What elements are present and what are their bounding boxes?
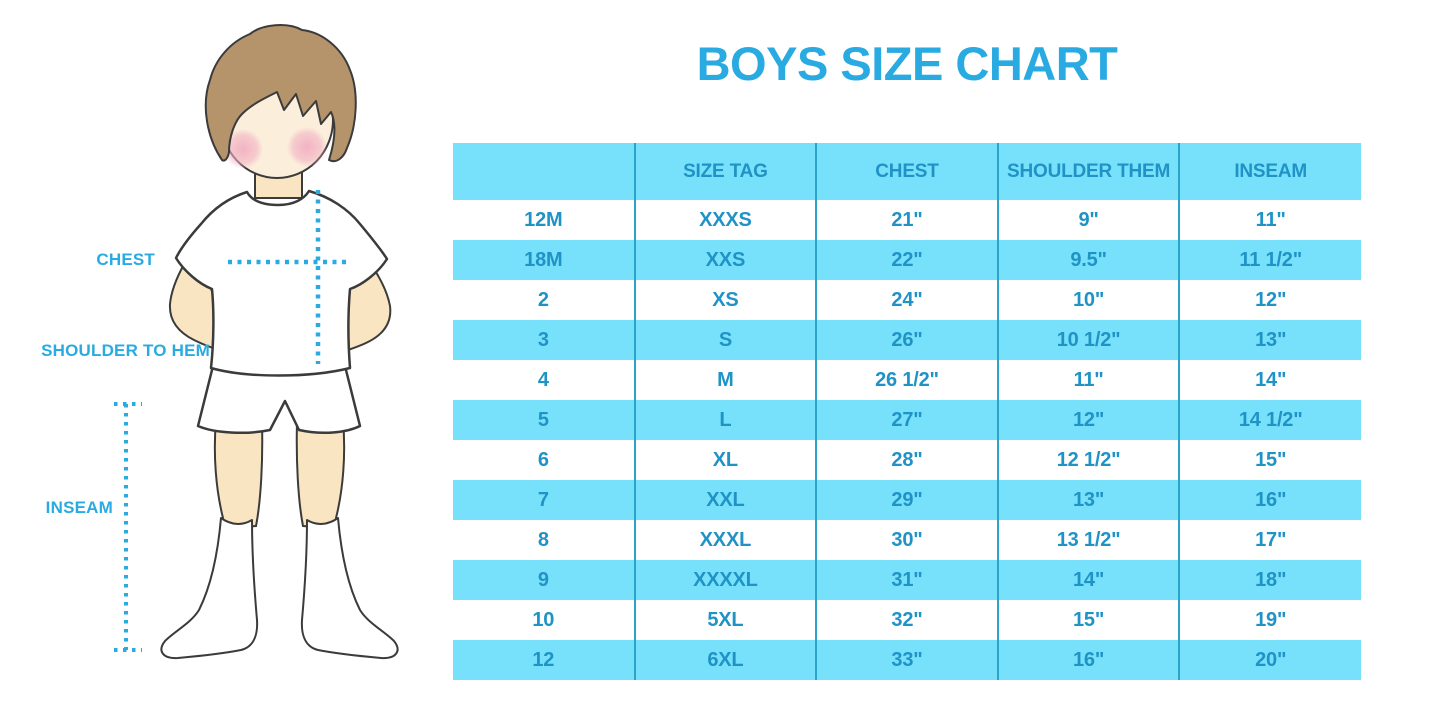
- t-shirt: [174, 189, 389, 377]
- table-cell: 16": [996, 640, 1180, 680]
- table-cell: 26 1/2": [815, 360, 998, 400]
- table-row: 7 XXL 29" 13" 16": [453, 480, 1361, 520]
- table-cell: 2: [537, 288, 549, 311]
- table-cell: 14": [1178, 360, 1361, 400]
- table-cell: XS: [633, 280, 817, 320]
- table-row: 3 S 26" 10 1/2" 13": [453, 320, 1361, 360]
- table-cell: 4: [537, 368, 549, 391]
- left-sock: [160, 517, 259, 660]
- table-row: 5 L 27" 12" 14 1/2": [453, 400, 1361, 440]
- table-cell: 26": [815, 320, 998, 360]
- header-inseam: INSEAM: [1178, 143, 1361, 200]
- boy-illustration: [114, 24, 399, 660]
- right-blush: [287, 127, 327, 167]
- table-cell: 27": [815, 400, 998, 440]
- table-cell: S: [633, 320, 817, 360]
- table-row: 8 XXXL 30" 13 1/2" 17": [453, 520, 1361, 560]
- right-leg: [295, 418, 346, 530]
- table-cell: 10": [996, 280, 1180, 320]
- table-cell: 5XL: [633, 600, 817, 640]
- table-row: 2 XS 24" 10" 12": [453, 280, 1361, 320]
- header-shoulder: SHOULDER THEM: [996, 143, 1180, 200]
- shoulder-to-hem-label: SHOULDER TO HEM: [41, 341, 210, 360]
- table-cell: 12M: [524, 208, 563, 231]
- right-sock: [300, 517, 399, 660]
- table-cell: XXS: [633, 240, 817, 280]
- table-cell: 18M: [524, 248, 563, 271]
- table-cell: 21": [815, 200, 998, 240]
- table-cell: 8: [537, 528, 549, 551]
- table-cell: XXXS: [633, 200, 817, 240]
- table-row: 6 XL 28" 12 1/2" 15": [453, 440, 1361, 480]
- table-cell: 29": [815, 480, 998, 520]
- table-cell: 10 1/2": [996, 320, 1180, 360]
- page-title: BOYS SIZE CHART: [696, 37, 1118, 90]
- table-cell: 13": [1178, 320, 1361, 360]
- table-cell: 18": [1178, 560, 1361, 600]
- left-leg: [213, 418, 264, 530]
- table-row: 12M XXXS 21" 9" 11": [453, 200, 1361, 240]
- table-cell: XXXL: [633, 520, 817, 560]
- table-row: 9 XXXXL 31" 14" 18": [453, 560, 1361, 600]
- table-cell: 9.5": [996, 240, 1180, 280]
- table-cell: XXXXL: [633, 560, 817, 600]
- table-cell: 5: [537, 408, 549, 431]
- table-cell: 13 1/2": [996, 520, 1180, 560]
- table-cell: 12 1/2": [996, 440, 1180, 480]
- table-cell: 6: [537, 448, 549, 471]
- table-cell: 11": [996, 360, 1180, 400]
- chest-label: CHEST: [96, 250, 155, 269]
- table-row: 18M XXS 22" 9.5" 11 1/2": [453, 240, 1361, 280]
- table-cell: 9: [537, 568, 549, 591]
- table-cell: 11": [1178, 200, 1361, 240]
- table-cell: 20": [1178, 640, 1361, 680]
- table-cell: 6XL: [633, 640, 817, 680]
- header-size-tag: SIZE TAG: [633, 143, 817, 200]
- table-row: 4 M 26 1/2" 11" 14": [453, 360, 1361, 400]
- table-cell: 3: [537, 328, 549, 351]
- table-cell: 33": [815, 640, 998, 680]
- table-cell: 22": [815, 240, 998, 280]
- table-cell: 12: [532, 648, 555, 671]
- table-cell: 15": [996, 600, 1180, 640]
- table-cell: 16": [1178, 480, 1361, 520]
- table-cell: 11 1/2": [1178, 240, 1361, 280]
- table-cell: 32": [815, 600, 998, 640]
- hair: [204, 24, 357, 163]
- table-header-row: SIZE TAG CHEST SHOULDER THEM INSEAM: [453, 143, 1361, 200]
- left-blush: [223, 129, 263, 169]
- table-cell: 17": [1178, 520, 1361, 560]
- table-row: 10 5XL 32" 15" 19": [453, 600, 1361, 640]
- table-cell: 12": [1178, 280, 1361, 320]
- table-cell: XL: [633, 440, 817, 480]
- table-cell: L: [633, 400, 817, 440]
- table-cell: 13": [996, 480, 1180, 520]
- table-cell: M: [633, 360, 817, 400]
- header-chest: CHEST: [815, 143, 998, 200]
- table-cell: 24": [815, 280, 998, 320]
- inseam-label: INSEAM: [45, 498, 113, 517]
- table-row: 12 6XL 33" 16" 20": [453, 640, 1361, 680]
- table-cell: 9": [996, 200, 1180, 240]
- header-size: [453, 143, 635, 200]
- table-cell: XXL: [633, 480, 817, 520]
- table-cell: 15": [1178, 440, 1361, 480]
- table-cell: 12": [996, 400, 1180, 440]
- table-cell: 30": [815, 520, 998, 560]
- table-cell: 31": [815, 560, 998, 600]
- table-cell: 19": [1178, 600, 1361, 640]
- table-cell: 7: [537, 488, 549, 511]
- table-cell: 14 1/2": [1178, 400, 1361, 440]
- table-cell: 28": [815, 440, 998, 480]
- size-table: SIZE TAG CHEST SHOULDER THEM INSEAM 12M …: [453, 143, 1361, 680]
- table-cell: 10: [532, 608, 555, 631]
- table-cell: 14": [996, 560, 1180, 600]
